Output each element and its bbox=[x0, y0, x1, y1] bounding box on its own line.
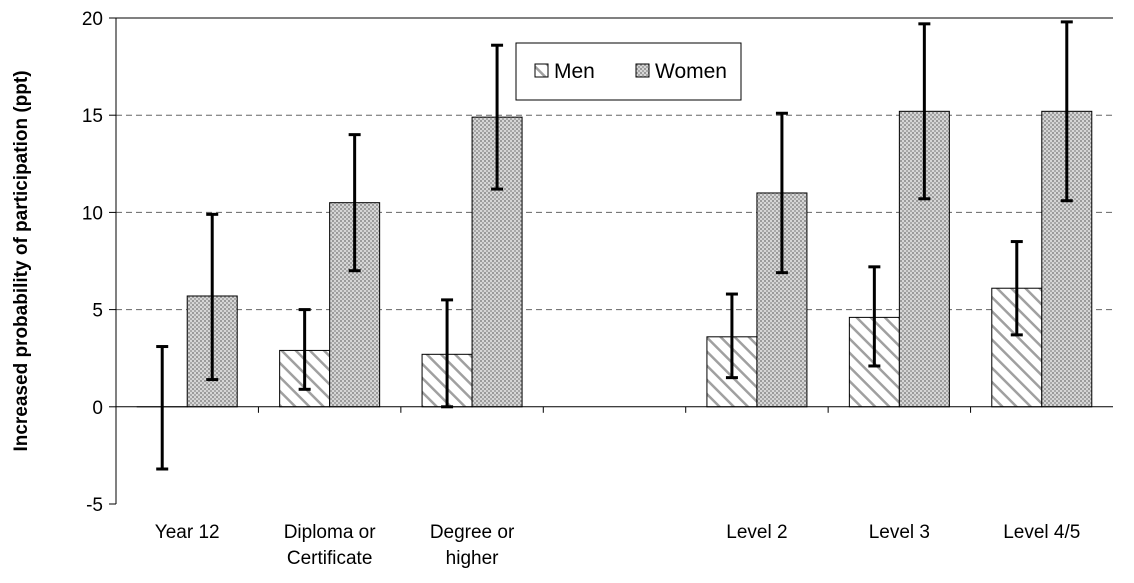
legend: Men Women bbox=[515, 42, 742, 101]
x-tick-label: Diploma or bbox=[284, 522, 377, 543]
x-tick-label: Level 3 bbox=[869, 522, 930, 543]
legend-box bbox=[515, 42, 742, 101]
y-tick-label: 20 bbox=[82, 9, 103, 30]
legend-swatch-men bbox=[534, 63, 549, 78]
y-tick-labels: -5 0 5 10 15 20 bbox=[82, 9, 116, 516]
legend-swatch-women bbox=[635, 63, 650, 78]
y-tick-label: -5 bbox=[86, 495, 103, 516]
axes bbox=[115, 18, 1113, 504]
legend-label-men: Men bbox=[554, 60, 595, 83]
y-tick-label: 0 bbox=[92, 398, 103, 419]
y-tick-label: 10 bbox=[82, 203, 103, 224]
x-tick-label: Level 2 bbox=[726, 522, 787, 543]
x-tick-label: Year 12 bbox=[155, 522, 220, 543]
legend-label-women: Women bbox=[655, 60, 727, 83]
x-tick-label: Degree or bbox=[430, 522, 515, 543]
x-tick-labels: Year 12 Diploma or Certificate Degree or hig… bbox=[155, 406, 1080, 569]
y-tick-label: 5 bbox=[92, 301, 103, 322]
x-tick-label: Level 4/5 bbox=[1003, 522, 1080, 543]
y-tick-label: 15 bbox=[82, 106, 103, 127]
bars bbox=[136, 110, 1093, 408]
x-tick-label: Certificate bbox=[287, 548, 373, 569]
y-axis-title: Increased probability of participation (… bbox=[11, 70, 32, 451]
x-tick-label: higher bbox=[446, 548, 499, 569]
